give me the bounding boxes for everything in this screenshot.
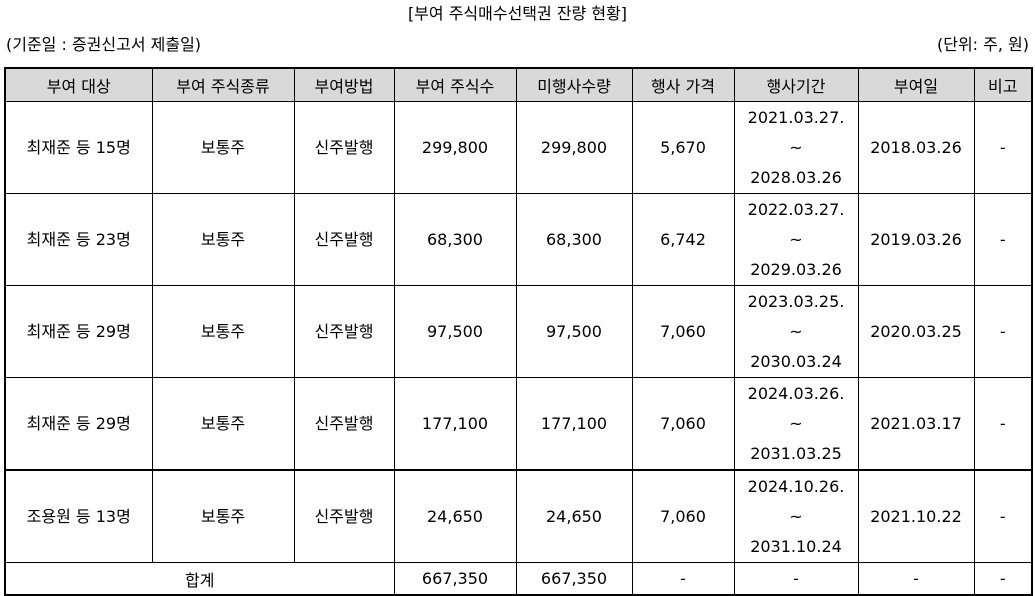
period-end: 2029.03.26 <box>750 259 842 279</box>
header-cell: 부여일 <box>857 67 975 102</box>
period-end: 2030.03.24 <box>750 351 842 371</box>
table-row: 최재준 등 29명 보통주 신주발행 97,500 97,500 7,060 2… <box>4 285 1033 378</box>
period-start: 2023.03.25. <box>747 291 845 311</box>
unexercised-cell: 299,800 <box>515 101 633 194</box>
granted-cell: 24,650 <box>393 469 517 563</box>
method-cell: 신주발행 <box>293 101 395 194</box>
period-start: 2021.03.27. <box>747 107 845 127</box>
note-cell: - <box>973 377 1033 471</box>
basis-date: (기준일 : 증권신고서 제출일) <box>6 35 202 54</box>
stock-type-cell: 보통주 <box>151 469 295 563</box>
total-note: - <box>973 562 1033 596</box>
total-unexercised: 667,350 <box>515 562 633 596</box>
header-cell: 미행사수량 <box>515 67 633 102</box>
total-price: - <box>631 562 735 596</box>
granted-cell: 68,300 <box>393 193 517 286</box>
period-separator: ~ <box>789 506 803 526</box>
period-separator: ~ <box>789 137 803 157</box>
price-cell: 7,060 <box>631 377 735 471</box>
table-row: 조용원 등 13명 보통주 신주발행 24,650 24,650 7,060 2… <box>4 469 1033 563</box>
method-cell: 신주발행 <box>293 285 395 378</box>
price-cell: 5,670 <box>631 101 735 194</box>
grant-date-cell: 2018.03.26 <box>857 101 975 194</box>
note-cell: - <box>973 101 1033 194</box>
stock-option-table: 부여 대상 부여 주식종류 부여방법 부여 주식수 미행사수량 행사 가격 행사… <box>4 67 1033 596</box>
note-cell: - <box>973 285 1033 378</box>
unexercised-cell: 177,100 <box>515 377 633 471</box>
period-separator: ~ <box>789 321 803 341</box>
grant-date-cell: 2019.03.26 <box>857 193 975 286</box>
period-cell: 2021.03.27. ~ 2028.03.26 <box>733 101 859 194</box>
note-cell: - <box>973 193 1033 286</box>
table-row: 최재준 등 15명 보통주 신주발행 299,800 299,800 5,670… <box>4 101 1033 194</box>
header-cell: 부여방법 <box>293 67 395 102</box>
period-cell: 2023.03.25. ~ 2030.03.24 <box>733 285 859 378</box>
table-row: 최재준 등 29명 보통주 신주발행 177,100 177,100 7,060… <box>4 377 1033 471</box>
total-period: - <box>733 562 859 596</box>
period-separator: ~ <box>789 229 803 249</box>
header-cell: 행사 가격 <box>631 67 735 102</box>
stock-type-cell: 보통주 <box>151 377 295 471</box>
header-cell: 부여 주식수 <box>393 67 517 102</box>
period-cell: 2022.03.27. ~ 2029.03.26 <box>733 193 859 286</box>
target-cell: 조용원 등 13명 <box>4 469 153 563</box>
period-cell: 2024.10.26. ~ 2031.10.24 <box>733 469 859 563</box>
header-cell: 행사기간 <box>733 67 859 102</box>
header-row: 부여 대상 부여 주식종류 부여방법 부여 주식수 미행사수량 행사 가격 행사… <box>4 67 1033 102</box>
period-start: 2024.10.26. <box>747 476 845 496</box>
unexercised-cell: 68,300 <box>515 193 633 286</box>
price-cell: 7,060 <box>631 285 735 378</box>
unexercised-cell: 97,500 <box>515 285 633 378</box>
unit-label: (단위: 주, 원) <box>936 35 1029 54</box>
table-row: 최재준 등 23명 보통주 신주발행 68,300 68,300 6,742 2… <box>4 193 1033 286</box>
period-start: 2022.03.27. <box>747 199 845 219</box>
grant-date-cell: 2021.10.22 <box>857 469 975 563</box>
header-cell: 비고 <box>973 67 1033 102</box>
method-cell: 신주발행 <box>293 193 395 286</box>
target-cell: 최재준 등 23명 <box>4 193 153 286</box>
method-cell: 신주발행 <box>293 377 395 471</box>
method-cell: 신주발행 <box>293 469 395 563</box>
period-cell: 2024.03.26. ~ 2031.03.25 <box>733 377 859 471</box>
price-cell: 7,060 <box>631 469 735 563</box>
period-separator: ~ <box>789 413 803 433</box>
target-cell: 최재준 등 29명 <box>4 377 153 471</box>
granted-cell: 299,800 <box>393 101 517 194</box>
period-start: 2024.03.26. <box>747 383 845 403</box>
period-end: 2028.03.26 <box>750 167 842 187</box>
period-end: 2031.10.24 <box>750 536 842 556</box>
note-cell: - <box>973 469 1033 563</box>
grant-date-cell: 2021.03.17 <box>857 377 975 471</box>
total-row: 합계 667,350 667,350 - - - - <box>4 562 1033 596</box>
grant-date-cell: 2020.03.25 <box>857 285 975 378</box>
target-cell: 최재준 등 29명 <box>4 285 153 378</box>
granted-cell: 177,100 <box>393 377 517 471</box>
price-cell: 6,742 <box>631 193 735 286</box>
total-grant-date: - <box>857 562 975 596</box>
period-end: 2031.03.25 <box>750 443 842 463</box>
stock-type-cell: 보통주 <box>151 101 295 194</box>
granted-cell: 97,500 <box>393 285 517 378</box>
target-cell: 최재준 등 15명 <box>4 101 153 194</box>
total-label: 합계 <box>4 562 395 596</box>
header-cell: 부여 주식종류 <box>151 67 295 102</box>
header-cell: 부여 대상 <box>4 67 153 102</box>
total-granted: 667,350 <box>393 562 517 596</box>
unexercised-cell: 24,650 <box>515 469 633 563</box>
stock-type-cell: 보통주 <box>151 285 295 378</box>
stock-type-cell: 보통주 <box>151 193 295 286</box>
table-title: [부여 주식매수선택권 잔량 현황] <box>407 4 628 23</box>
